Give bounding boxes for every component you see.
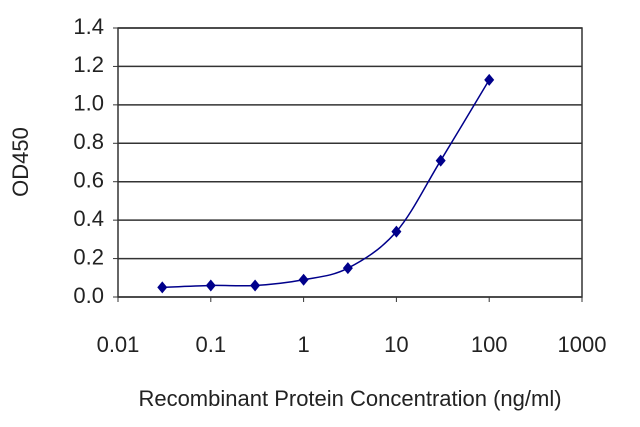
data-point [157,281,168,294]
y-tick-label: 1.4 [73,14,104,39]
y-tick-label: 1.0 [73,91,104,116]
x-tick-label: 10 [384,332,408,357]
plot-area [117,27,583,298]
data-point [342,262,353,275]
y-axis-label: OD450 [8,127,33,197]
data-point [435,154,446,167]
data-point [250,279,261,292]
data-point [205,279,216,292]
x-tick-label: 100 [471,332,508,357]
data-point [484,73,495,86]
y-tick-label: 1.2 [73,52,104,77]
x-tick-label: 1 [297,332,309,357]
x-tick-label: 0.1 [196,332,227,357]
y-tick-label: 0.0 [73,283,104,308]
y-tick-label: 0.2 [73,244,104,269]
y-tick-label: 0.6 [73,168,104,193]
data-point [298,273,309,286]
y-tick-label: 0.8 [73,129,104,154]
x-axis-label: Recombinant Protein Concentration (ng/ml… [138,386,561,411]
x-tick-label: 1000 [558,332,607,357]
data-point [391,225,402,238]
y-tick-label: 0.4 [73,206,104,231]
x-tick-label: 0.01 [97,332,140,357]
